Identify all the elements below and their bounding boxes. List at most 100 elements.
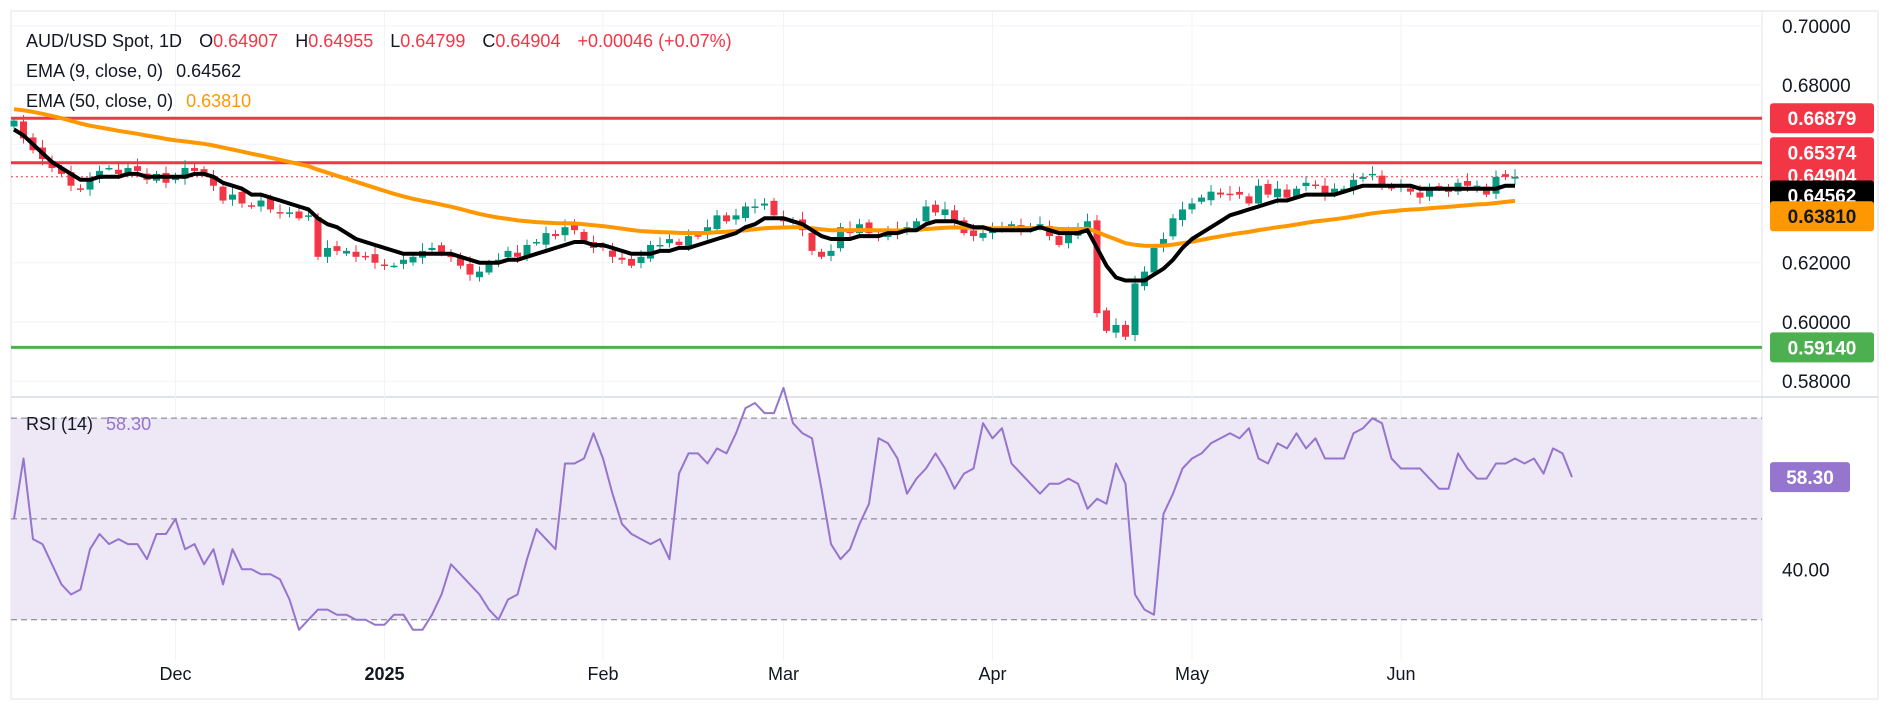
close-value: 0.64904 xyxy=(495,31,560,51)
candle-body xyxy=(723,215,730,222)
high-label: H xyxy=(295,31,308,51)
candle-body xyxy=(542,233,550,245)
candle-body xyxy=(932,204,939,213)
rsi-band xyxy=(11,417,1762,621)
candle-body xyxy=(333,246,341,251)
low-value: 0.64799 xyxy=(400,31,465,51)
price-labels: 0.668790.653740.649040.645620.638100.591… xyxy=(1770,103,1874,493)
candle-body xyxy=(818,251,825,257)
legend-ema9[interactable]: EMA (9, close, 0) 0.64562 xyxy=(26,61,241,81)
candle-body xyxy=(704,227,711,234)
candle-body xyxy=(1093,220,1101,314)
candle-body xyxy=(1369,173,1376,176)
candle-body xyxy=(523,244,531,257)
candle-body xyxy=(1331,188,1338,193)
rsi-line[interactable] xyxy=(13,386,1573,631)
time-tick-label: Jun xyxy=(1386,664,1415,684)
candle-body xyxy=(656,244,664,247)
candle-body xyxy=(485,262,493,273)
candle-body xyxy=(865,222,873,234)
candle-body xyxy=(514,252,521,257)
ema50-line[interactable] xyxy=(13,107,1516,248)
candle-body xyxy=(1169,218,1177,237)
candle-body xyxy=(1245,196,1253,204)
candle-body xyxy=(276,212,284,214)
legend-ema50[interactable]: EMA (50, close, 0) 0.63810 xyxy=(26,91,251,111)
time-tick-label: Dec xyxy=(159,664,191,684)
candle-body xyxy=(732,215,740,220)
ema50-label: EMA (50, close, 0) xyxy=(26,91,173,111)
candle-body xyxy=(637,256,645,264)
time-tick-label: 2025 xyxy=(364,664,404,684)
candle-body xyxy=(428,247,436,250)
candle-body xyxy=(257,200,265,207)
open-label: O xyxy=(199,31,213,51)
candle-body xyxy=(390,265,398,268)
candle-body xyxy=(1502,174,1509,177)
candle-body xyxy=(1103,310,1110,331)
candle-body xyxy=(1226,193,1234,196)
candle-body xyxy=(694,235,702,237)
candle-body xyxy=(609,250,616,257)
candle-body xyxy=(58,167,65,174)
candle-body xyxy=(466,263,474,275)
rsi-label: RSI (14) xyxy=(26,414,93,434)
candle-body xyxy=(1112,324,1120,333)
ema9-label: EMA (9, close, 0) xyxy=(26,61,163,81)
candle-body xyxy=(1464,180,1471,186)
candle-body xyxy=(1321,185,1329,195)
ema50-value: 0.63810 xyxy=(186,91,251,111)
candle-body xyxy=(1407,188,1414,192)
candle-body xyxy=(1255,185,1262,204)
candle-body xyxy=(191,167,198,171)
candle-body xyxy=(352,251,360,257)
candle-body xyxy=(1312,184,1319,187)
horizontal-levels xyxy=(11,116,1762,349)
rsi-value-label: 58.30 xyxy=(1786,468,1834,489)
candle-body xyxy=(628,258,635,266)
candle-body xyxy=(979,233,987,238)
candle-body xyxy=(314,217,322,257)
price-tick-label: 0.62000 xyxy=(1782,254,1851,275)
change-value: +0.00046 (+0.07%) xyxy=(577,31,731,51)
candle-body xyxy=(1122,324,1129,337)
time-tick-label: Feb xyxy=(587,664,618,684)
candle-body xyxy=(1150,247,1158,273)
candle-body xyxy=(105,167,113,170)
candle-body xyxy=(267,198,274,210)
chart-frame xyxy=(10,10,1879,700)
price-tick-label: 0.70000 xyxy=(1782,17,1851,38)
candle-body xyxy=(1055,236,1063,245)
resistance-lower-label-box xyxy=(1770,137,1874,168)
candle-body xyxy=(219,186,227,201)
support-label: 0.59140 xyxy=(1788,338,1857,359)
candle-body xyxy=(970,230,977,237)
candle-body xyxy=(827,250,835,256)
candle-body xyxy=(1283,189,1291,198)
resistance-lower-label: 0.65374 xyxy=(1788,143,1857,164)
candle-body xyxy=(504,250,512,258)
legend-rsi[interactable]: RSI (14) 58.30 xyxy=(26,414,151,434)
rsi-value-box xyxy=(1770,462,1850,493)
price-tick-label: 0.68000 xyxy=(1782,76,1851,97)
candle-body xyxy=(115,169,122,174)
resistance-upper-label-box xyxy=(1770,103,1874,134)
candle-body xyxy=(808,232,816,251)
legend-ohlc: AUD/USD Spot, 1D O0.64907 H0.64955 L0.64… xyxy=(26,31,732,51)
candle-body xyxy=(238,191,246,204)
candle-body xyxy=(77,188,84,190)
candle-body xyxy=(1445,190,1452,192)
candle-body xyxy=(371,254,379,263)
candle-body xyxy=(1217,192,1224,195)
candle-body xyxy=(951,210,958,222)
candle-body xyxy=(713,215,721,229)
rsi-legend-value: 58.30 xyxy=(106,414,151,434)
candle-body xyxy=(618,257,626,260)
close-label: C xyxy=(482,31,495,51)
candle-body xyxy=(343,250,350,254)
ema50-price-label-box xyxy=(1770,201,1874,232)
ema9-line[interactable] xyxy=(12,127,1515,283)
candle-body xyxy=(1426,188,1433,197)
open-value: 0.64907 xyxy=(213,31,278,51)
